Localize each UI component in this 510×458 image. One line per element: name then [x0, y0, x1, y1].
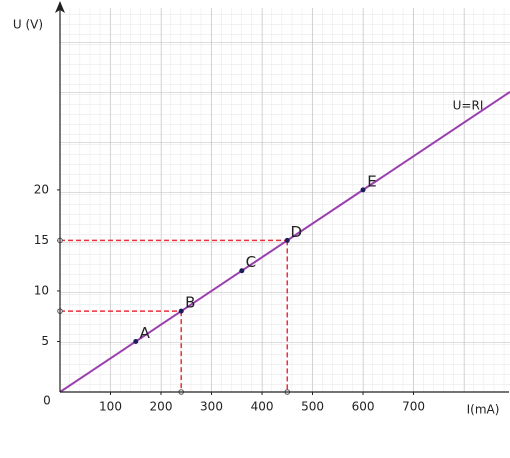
line-label: U=RI [453, 98, 484, 112]
x-tick-label: 500 [301, 400, 324, 414]
point-label: B [185, 294, 195, 312]
data-point [178, 308, 184, 314]
origin-label: 0 [43, 394, 51, 408]
x-tick-label: 700 [402, 400, 425, 414]
y-tick-label: 20 [34, 182, 49, 196]
y-tick-label: 15 [34, 233, 49, 247]
data-point [133, 338, 139, 344]
data-point [360, 187, 366, 193]
x-tick-label: 100 [99, 400, 122, 414]
x-axis-label: I(mA) [467, 403, 500, 417]
y-tick-label: 5 [41, 334, 49, 348]
x-tick-label: 600 [352, 400, 375, 414]
point-label: C [246, 253, 256, 271]
point-label: D [290, 223, 302, 241]
data-point [239, 268, 245, 274]
x-tick-label: 300 [200, 400, 223, 414]
y-axis-label: U (V) [13, 18, 43, 32]
data-point [284, 237, 290, 243]
y-axis-arrow [55, 1, 65, 13]
y-tick-label: 10 [34, 283, 49, 297]
point-label: A [140, 324, 151, 342]
grid [60, 8, 510, 392]
x-tick-label: 200 [150, 400, 173, 414]
x-tick-label: 400 [251, 400, 274, 414]
point-label: E [367, 172, 376, 190]
